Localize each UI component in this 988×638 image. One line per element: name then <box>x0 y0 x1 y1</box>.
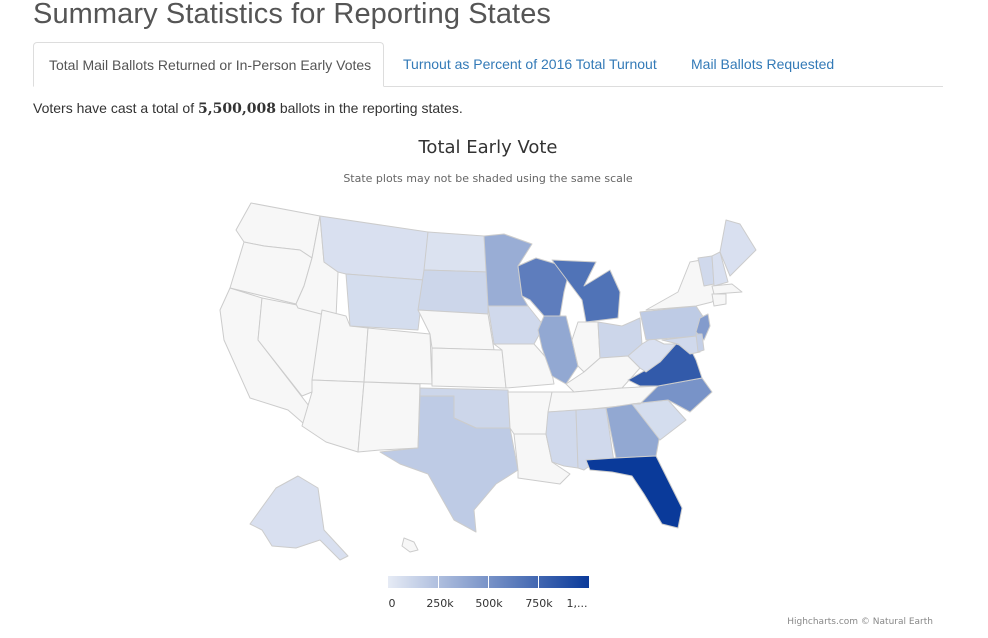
state-MI[interactable] <box>551 259 621 323</box>
state-TX[interactable] <box>379 395 519 533</box>
chart-credits[interactable]: Highcharts.com © Natural Earth <box>787 617 933 627</box>
state-CO[interactable] <box>363 327 433 385</box>
tab-turnout-percent[interactable]: Turnout as Percent of 2016 Total Turnout <box>403 56 657 72</box>
summary-total: 5,500,008 <box>198 101 276 117</box>
tab-bar: Total Mail Ballots Returned or In-Person… <box>33 42 943 87</box>
legend-label-750k: 750k <box>525 597 553 610</box>
state-MO[interactable] <box>493 343 555 389</box>
state-NH[interactable] <box>711 251 729 287</box>
state-IA[interactable] <box>487 305 545 345</box>
state-CT[interactable] <box>711 293 727 307</box>
state-PA[interactable] <box>639 305 705 341</box>
chart-title: Total Early Vote <box>418 137 558 158</box>
state-ND[interactable] <box>423 231 489 273</box>
state-KS[interactable] <box>431 347 507 389</box>
state-AR[interactable] <box>507 391 553 435</box>
summary-prefix: Voters have cast a total of <box>33 100 198 116</box>
legend-tick <box>488 576 489 588</box>
state-HI[interactable] <box>401 537 419 553</box>
summary-text: Voters have cast a total of 5,500,008 ba… <box>33 100 463 117</box>
state-ME[interactable] <box>719 219 757 277</box>
legend-label-250k: 250k <box>426 597 454 610</box>
state-DE[interactable] <box>695 333 705 353</box>
chart-subtitle: State plots may not be shaded using the … <box>343 172 633 185</box>
state-AK[interactable] <box>249 475 349 561</box>
state-NM[interactable] <box>357 381 421 453</box>
state-GA[interactable] <box>605 403 661 459</box>
state-MD[interactable] <box>661 335 701 355</box>
tab-mail-ballots-requested[interactable]: Mail Ballots Requested <box>691 56 835 72</box>
legend-tick <box>438 576 439 588</box>
state-MT[interactable] <box>319 215 429 281</box>
state-WY[interactable] <box>345 273 425 331</box>
legend-label-1m: 1,... <box>566 597 588 610</box>
legend-label-500k: 500k <box>475 597 503 610</box>
state-MA[interactable] <box>711 283 743 295</box>
page-title: Summary Statistics for Reporting States <box>33 0 552 30</box>
tab-total-mail-ballots[interactable]: Total Mail Ballots Returned or In-Person… <box>33 42 384 87</box>
legend-label-0: 0 <box>388 597 396 610</box>
state-SD[interactable] <box>417 269 489 315</box>
legend-tick <box>538 576 539 588</box>
summary-suffix: ballots in the reporting states. <box>275 100 463 116</box>
state-FL[interactable] <box>585 455 683 529</box>
